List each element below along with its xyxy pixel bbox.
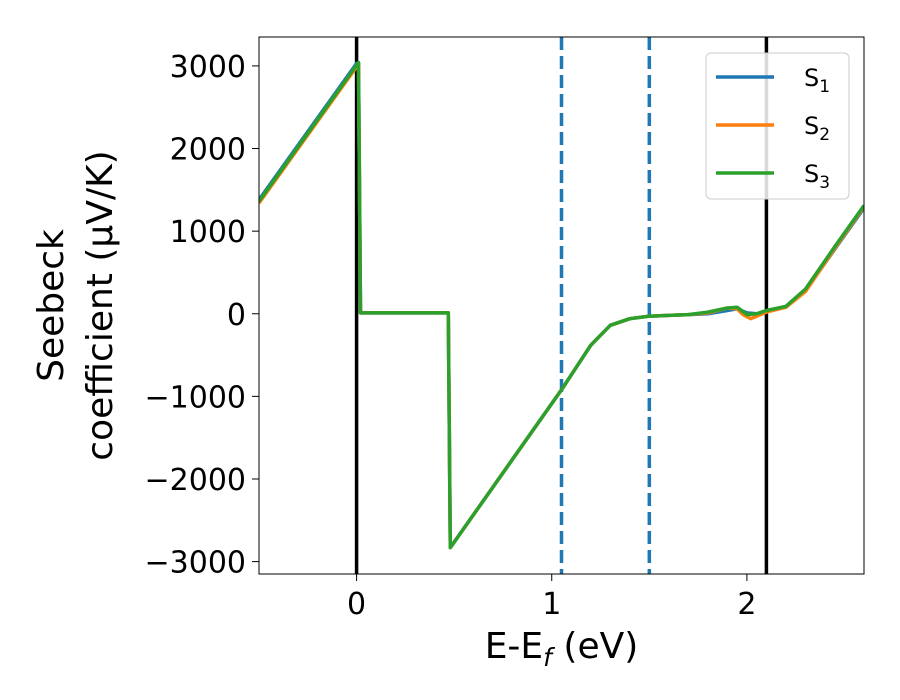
x-tick-label: 0 (347, 587, 366, 622)
series-layer (259, 60, 864, 550)
x-tick-label: 2 (737, 587, 756, 622)
y-axis: −3000 −2000 −1000 0 1000 2000 3000 (145, 50, 259, 581)
legend-label-s3: S3 (804, 160, 830, 193)
y-tick-label: 0 (227, 298, 246, 333)
plot-frame (258, 36, 865, 575)
series-line-s3 (259, 60, 864, 550)
y-axis-label: Seebeck coefficient (μV/K) (31, 150, 121, 460)
legend: S1 S2 S3 (705, 52, 850, 200)
x-tick-label: 1 (542, 587, 561, 622)
x-axis: 0 1 2 (347, 574, 756, 622)
y-tick-label: −2000 (145, 463, 246, 498)
reference-lines (354, 37, 769, 574)
legend-label-s1: S1 (804, 64, 830, 97)
y-tick-label: 1000 (170, 215, 246, 250)
legend-box (705, 52, 850, 200)
y-axis-label-line-1: Seebeck (31, 229, 72, 382)
legend-label-s2: S2 (804, 112, 830, 145)
y-axis-label-line-2: coefficient (μV/K) (80, 150, 121, 460)
x-axis-label: E-Ef (eV) (485, 626, 639, 672)
y-tick-label: −1000 (145, 380, 246, 415)
y-tick-label: −3000 (145, 546, 246, 581)
y-tick-label: 3000 (170, 50, 246, 85)
y-tick-label: 2000 (170, 133, 246, 168)
